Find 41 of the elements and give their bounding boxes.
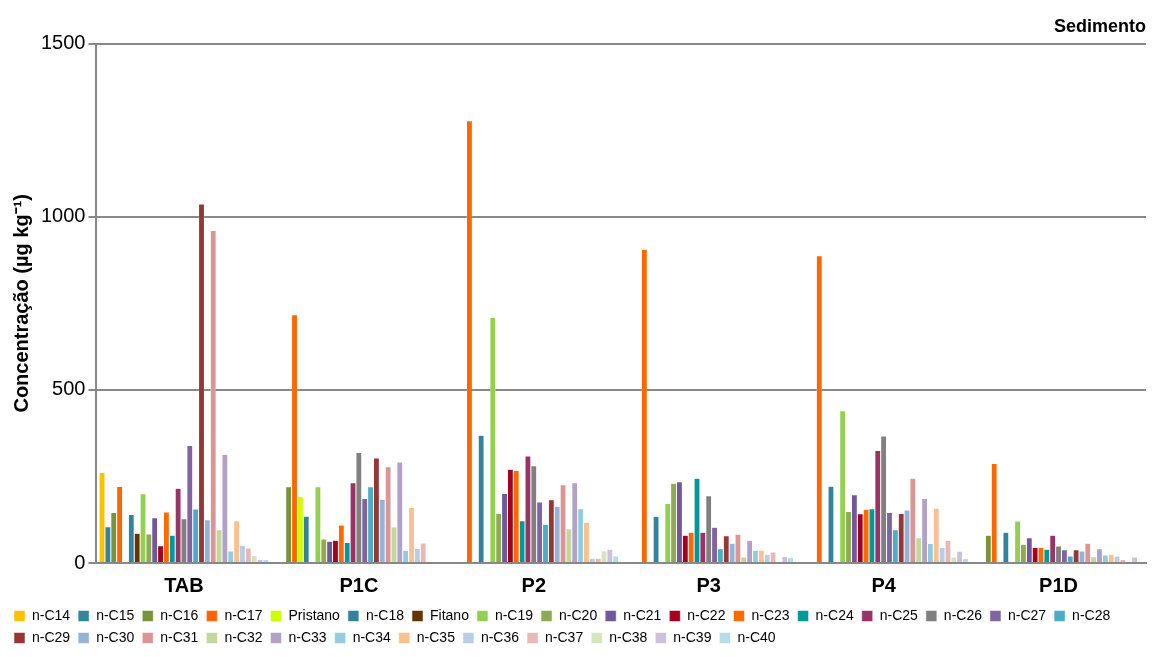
x-tick-label: TAB [164,573,204,596]
legend-label: n-C38 [609,628,648,645]
legend-label: n-C36 [480,628,520,645]
y-tick-label: 1000 [40,204,86,227]
y-tick-label: 1500 [40,31,86,54]
y-axis-title: Concentração (µg kg⁻¹) [9,194,32,413]
x-tick-label: P3 [696,573,721,596]
legend-label: Pristano [288,606,341,623]
legend-label: n-C32 [224,628,263,645]
legend-label: n-C17 [224,606,263,623]
legend-label: n-C27 [1007,606,1047,623]
y-tick-label: 500 [52,377,86,400]
legend-label: n-C24 [815,606,854,623]
x-tick-label: P4 [871,573,897,596]
legend-label: Fitano [430,606,470,623]
legend-label: n-C34 [352,628,391,645]
legend-label: n-C29 [32,628,71,645]
legend-label: n-C22 [687,606,726,623]
legend-label: n-C20 [559,606,598,623]
legend-label: n-C19 [494,606,534,623]
legend-label: n-C16 [160,606,199,623]
legend-label: n-C40 [737,628,776,645]
legend-label: n-C28 [1072,606,1111,623]
legend-label: n-C39 [673,628,712,645]
legend-label: n-C15 [96,606,135,623]
x-tick-label: P1D [1039,573,1078,596]
y-tick-label: 0 [74,550,86,573]
x-tick-label: P1C [339,573,379,596]
chart-title: Sedimento [1053,15,1146,36]
legend-label: n-C25 [879,606,919,623]
legend-label: n-C30 [96,628,135,645]
legend-label: n-C14 [32,606,71,623]
legend-label: n-C31 [160,628,199,645]
legend-label: n-C26 [943,606,983,623]
x-tick-label: P2 [521,573,547,596]
legend-label: n-C37 [545,628,584,645]
legend-label: n-C21 [623,606,662,623]
legend-label: n-C18 [365,606,405,623]
legend-label: n-C35 [416,628,456,645]
legend-label: n-C23 [751,606,790,623]
legend-label: n-C33 [288,628,327,645]
